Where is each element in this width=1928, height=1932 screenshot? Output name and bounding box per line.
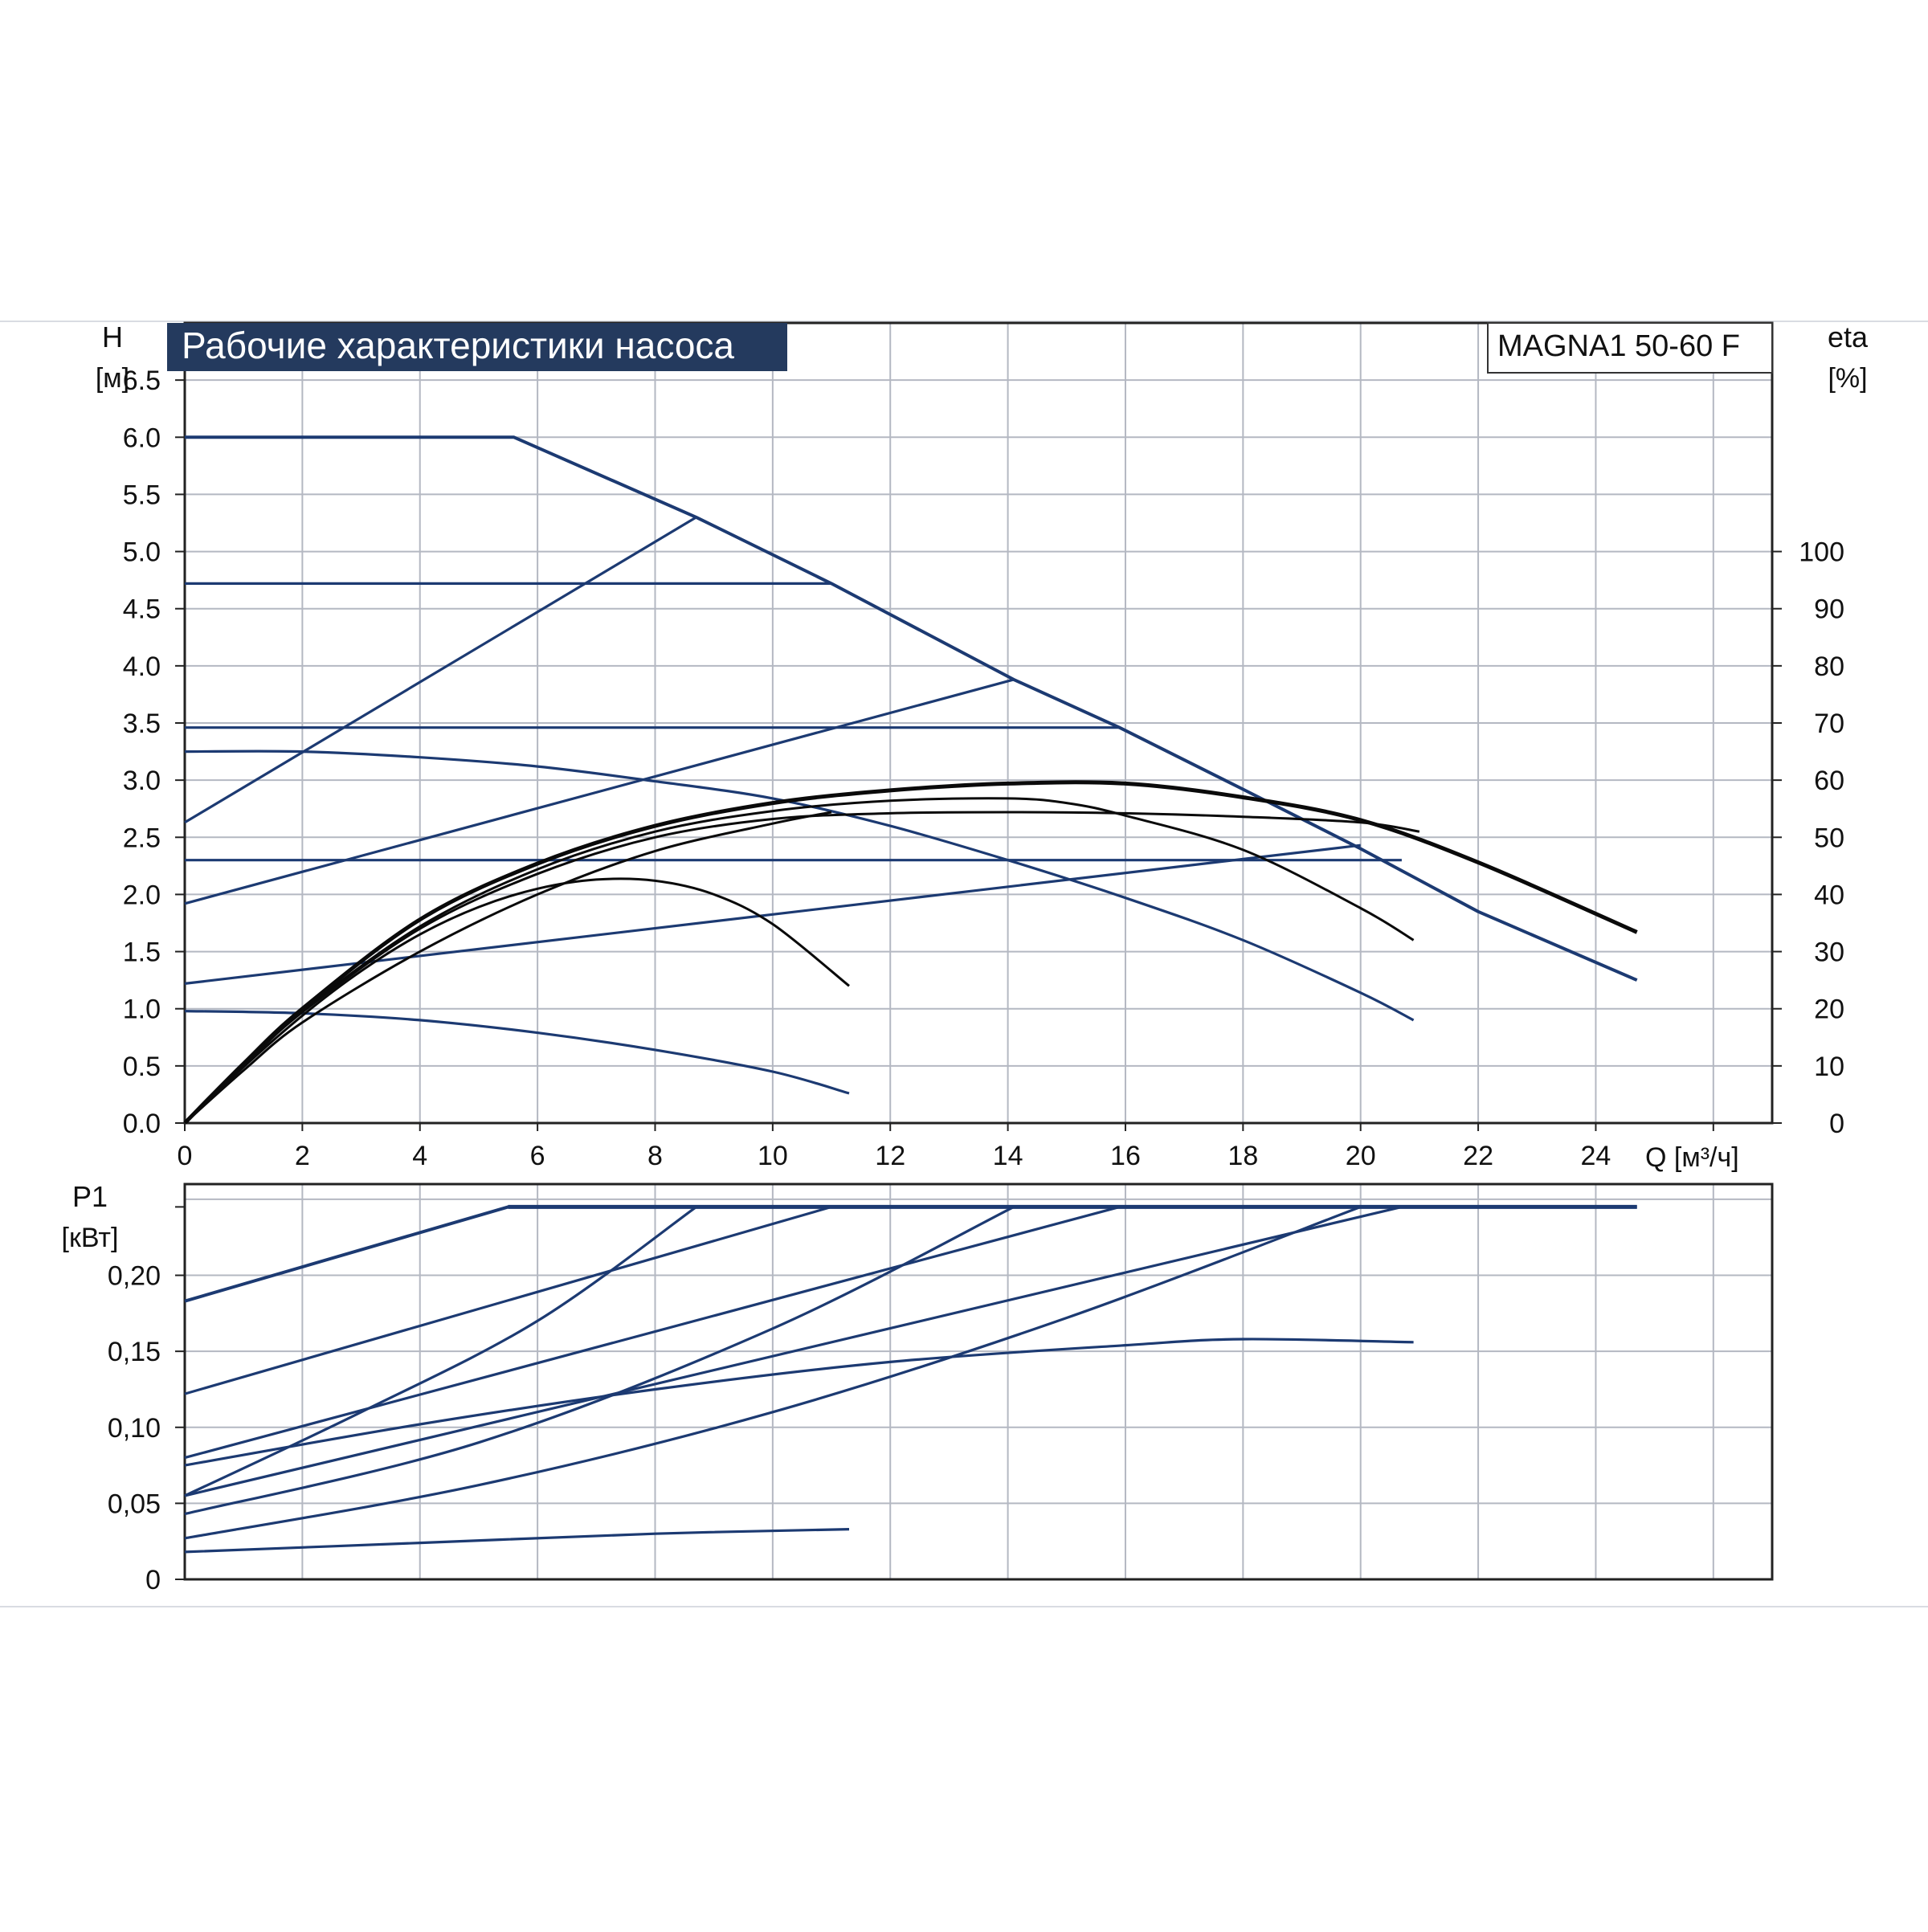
chart-title-background (167, 323, 787, 371)
efficiency-curve-2 (183, 797, 1415, 1125)
eta-tick-label: 0 (1829, 1109, 1844, 1139)
x-tick-label: 14 (993, 1141, 1023, 1171)
power-y-tick-label: 0,10 (108, 1413, 161, 1444)
power-y-tick-label: 0,20 (108, 1261, 161, 1292)
head-y-tick-label: 6.0 (123, 423, 161, 453)
x-tick-label: 16 (1110, 1141, 1141, 1171)
x-tick-label: 0 (178, 1141, 193, 1171)
power-curve-6 (184, 1205, 1015, 1516)
x-tick-label: 6 (530, 1141, 545, 1171)
head-y-tick-label: 4.5 (123, 594, 161, 625)
eta-tick-label: 20 (1814, 995, 1844, 1025)
power-plot-frame (183, 1182, 1774, 1581)
head-y-tick-label: 6.5 (123, 366, 161, 396)
x-tick-label: 4 (412, 1141, 427, 1171)
eta-tick-label: 10 (1814, 1052, 1844, 1082)
power-chart-grid (183, 1182, 1774, 1581)
head-y-tick-label: 5.0 (123, 537, 161, 568)
head-chart-axes: 0 2 4 6 8 10 12 14 16 18 20 22 240.00.51.01.52.02.53… (123, 366, 1844, 1171)
x-tick-label: 18 (1227, 1141, 1258, 1171)
power-y-tick-label: 0,05 (108, 1489, 161, 1519)
power-y-tick-label: 0 (145, 1565, 161, 1595)
x-tick-label: 20 (1346, 1141, 1376, 1171)
head-y-tick-label: 2.5 (123, 823, 161, 853)
eta-tick-label: 30 (1814, 937, 1844, 968)
power-curve-5 (184, 1206, 697, 1497)
power-chart-axes: 0 0,05 0,10 0,15 0,20 (108, 1206, 185, 1595)
eta-label-symbol: eta (1828, 321, 1869, 353)
model-label: MAGNA1 50-60 F (1497, 329, 1740, 363)
model-box (1487, 322, 1773, 374)
head-curve-7 (184, 843, 1361, 985)
head-curve-1 (185, 435, 1638, 982)
eta-tick-label: 90 (1814, 594, 1844, 625)
power-y-label-symbol: P1 (72, 1180, 108, 1213)
efficiency-curve-1 (183, 780, 1638, 1125)
head-chart-series (183, 435, 1638, 1125)
power-curve-2 (184, 1205, 832, 1395)
head-y-tick-label: 4.0 (123, 651, 161, 682)
power-chart-series (184, 1204, 1637, 1554)
x-tick-label: 10 (758, 1141, 788, 1171)
power-y-tick-label: 0,15 (108, 1337, 161, 1367)
x-tick-label: 22 (1463, 1141, 1493, 1171)
power-curve-3 (184, 1205, 1121, 1460)
chart-title: Рабочие характеристики насоса (182, 325, 734, 366)
head-y-tick-label: 1.0 (123, 995, 161, 1025)
head-curve-5 (184, 516, 697, 824)
efficiency-curve-4 (183, 877, 850, 1125)
x-tick-label: 2 (295, 1141, 310, 1171)
x-tick-label: 12 (875, 1141, 905, 1171)
head-y-tick-label: 2.0 (123, 880, 161, 910)
eta-tick-label: 40 (1814, 880, 1844, 910)
eta-tick-label: 50 (1814, 823, 1844, 853)
power-curve-9 (184, 1528, 850, 1554)
eta-tick-label: 60 (1814, 766, 1844, 796)
power-curve-8 (184, 1338, 1414, 1467)
head-y-tick-label: 3.5 (123, 709, 161, 739)
head-chart-grid (183, 321, 1774, 1125)
head-curve-6 (184, 678, 1015, 905)
head-y-tick-label: 1.5 (123, 937, 161, 968)
head-y-tick-label: 5.5 (123, 480, 161, 510)
x-axis-label: Q [м³/ч] (1645, 1142, 1739, 1173)
efficiency-curve-5 (184, 811, 832, 1125)
eta-tick-label: 80 (1814, 651, 1844, 682)
power-curve-1 (184, 1205, 1637, 1303)
power-curve-4 (184, 1205, 1403, 1497)
head-y-label-unit: [м] (96, 363, 129, 394)
eta-tick-label: 100 (1799, 537, 1844, 568)
head-y-tick-label: 0.5 (123, 1052, 161, 1082)
head-y-tick-label: 0.0 (123, 1109, 161, 1139)
eta-label-unit: [%] (1828, 363, 1867, 394)
power-curve-7 (184, 1205, 1362, 1540)
efficiency-curve-3 (183, 811, 1420, 1125)
x-tick-label: 24 (1581, 1141, 1611, 1171)
head-y-tick-label: 3.0 (123, 766, 161, 796)
head-y-label-symbol: H (102, 321, 123, 353)
eta-tick-label: 70 (1814, 709, 1844, 739)
power-y-label-unit: [кВт] (62, 1223, 119, 1253)
x-tick-label: 8 (647, 1141, 663, 1171)
